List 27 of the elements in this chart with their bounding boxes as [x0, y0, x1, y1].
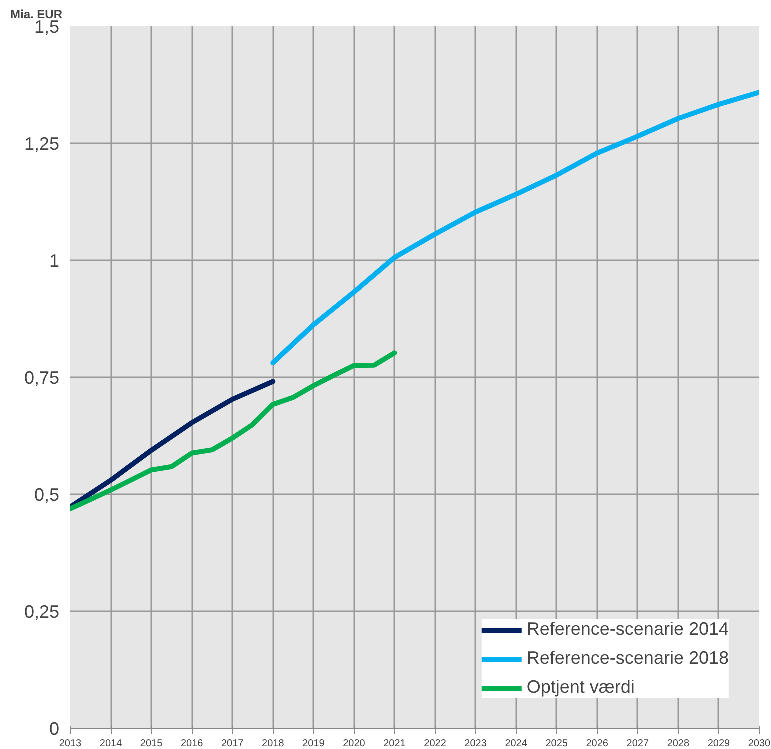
x-tick-label: 2030 [748, 738, 771, 749]
x-tick-label: 2018 [262, 738, 285, 749]
y-tick-label: 0,25 [24, 602, 60, 622]
x-tick-label: 2021 [384, 738, 406, 749]
x-tick-label: 2016 [180, 738, 204, 749]
x-tick-label: 2020 [343, 738, 366, 749]
x-tick-label: 2017 [221, 738, 244, 749]
x-tick-label: 2022 [424, 738, 447, 749]
y-tick-label: 0,75 [24, 368, 60, 388]
x-tick-label: 2028 [667, 738, 690, 749]
x-tick-label: 2014 [100, 738, 123, 749]
x-tick-label: 2026 [586, 738, 609, 749]
y-tick-label: 1,25 [24, 134, 60, 154]
legend-label: Optjent værdi [526, 677, 635, 698]
x-tick-label: 2027 [626, 738, 650, 749]
y-tick-label: 0 [49, 719, 60, 739]
x-tick-label: 2025 [546, 738, 568, 749]
x-tick-label: 2029 [708, 738, 731, 749]
x-tick-label: 2019 [302, 738, 326, 749]
y-tick-label: 0,5 [34, 485, 60, 505]
y-tick-label: 1 [49, 251, 60, 271]
x-tick-label: 2023 [464, 738, 488, 749]
x-tick-label: 2024 [505, 738, 528, 749]
legend-label: Reference-scenarie 2014 [526, 619, 729, 640]
legend-label: Reference-scenarie 2018 [526, 648, 729, 669]
x-tick-label: 2015 [140, 738, 164, 749]
x-tick-label: 2013 [59, 738, 82, 749]
